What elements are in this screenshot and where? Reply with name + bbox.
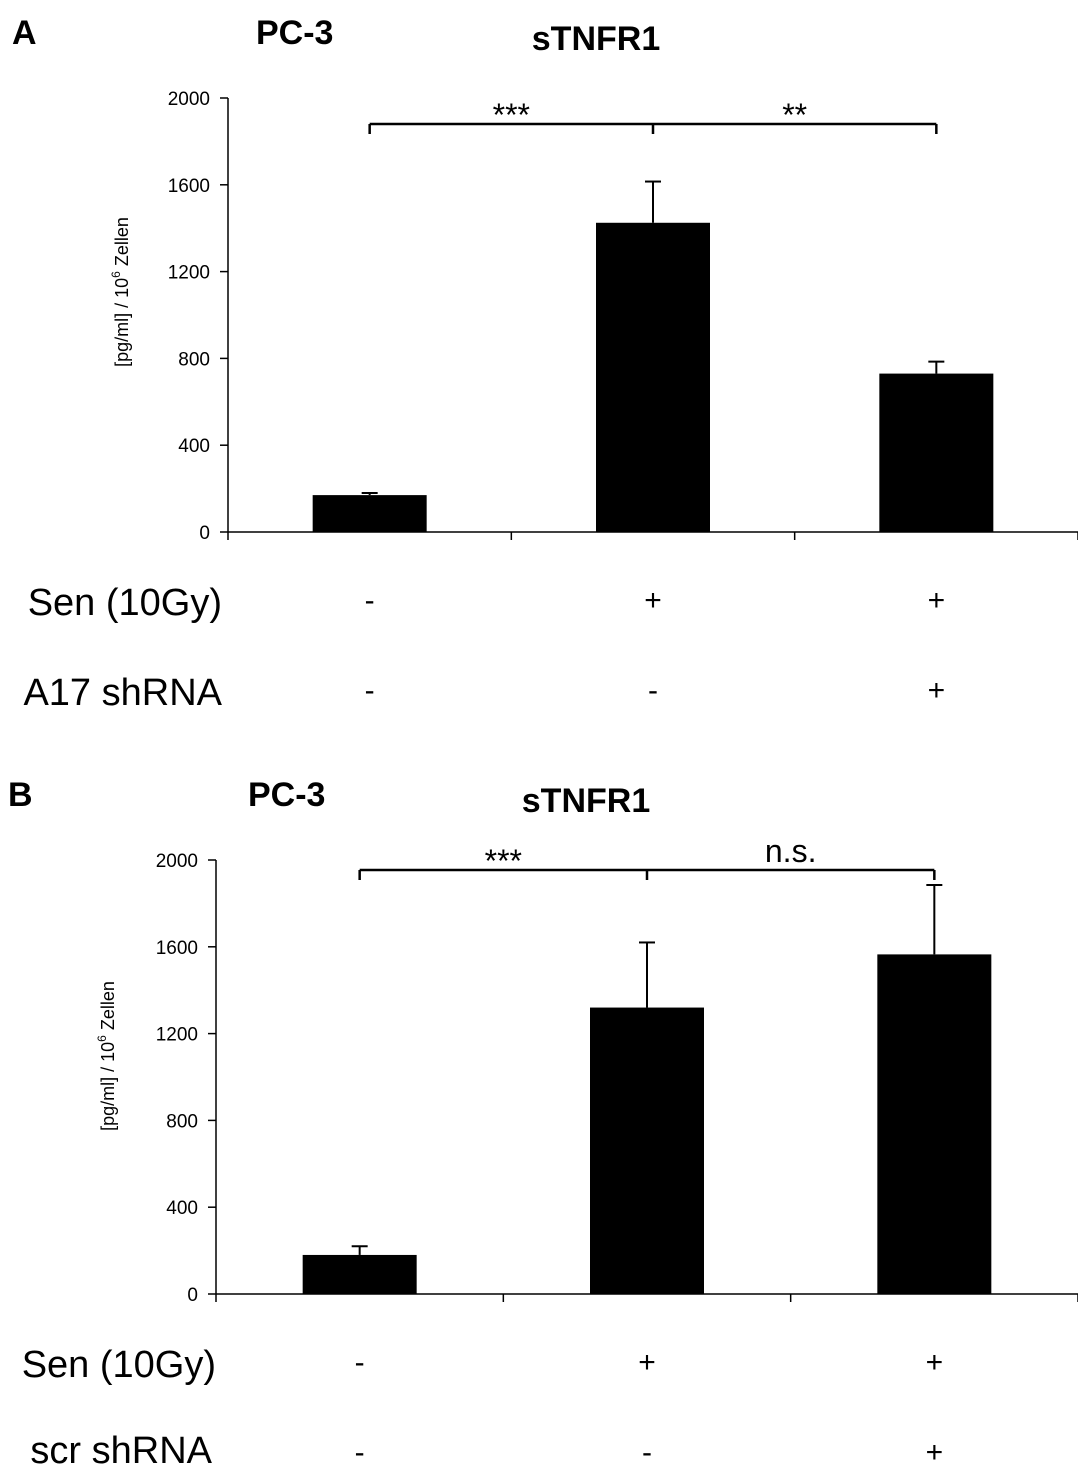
chart-title-b: sTNFR1 xyxy=(522,782,650,820)
bar-a-0 xyxy=(312,495,427,532)
y-tick-label: 0 xyxy=(199,523,210,544)
y-axis-label-main-a: [pg/ml] / 10 xyxy=(112,278,132,367)
condition-label-b-0: Sen (10Gy) xyxy=(22,1344,216,1386)
significance-label: n.s. xyxy=(765,833,817,869)
condition-label-a-0: Sen (10Gy) xyxy=(28,582,222,624)
condition-mark: - xyxy=(365,584,375,617)
condition-mark: - xyxy=(355,1436,365,1469)
condition-mark: - xyxy=(355,1346,365,1379)
y-axis-label-sup-a: 6 xyxy=(109,271,123,278)
panel-letter-a: A xyxy=(12,14,37,52)
y-axis-label-a: [pg/ml] / 106 Zellen xyxy=(109,217,132,367)
y-tick-label: 800 xyxy=(166,1111,198,1132)
significance-label: *** xyxy=(485,843,522,879)
bar-a-2 xyxy=(879,373,994,532)
cell-line-label-a: PC-3 xyxy=(256,14,333,52)
y-tick-label: 2000 xyxy=(156,851,198,872)
y-axis-label-tail-b: Zellen xyxy=(98,981,118,1035)
condition-mark: + xyxy=(928,584,946,617)
condition-marks-b: - + + - - + xyxy=(355,1346,943,1469)
condition-mark: + xyxy=(926,1346,944,1379)
y-tick-label: 400 xyxy=(178,436,210,457)
condition-mark: + xyxy=(926,1436,944,1469)
bar-b-2 xyxy=(877,954,992,1294)
panel-letter-b: B xyxy=(8,776,33,814)
condition-mark: + xyxy=(638,1346,656,1379)
y-axis-label-main-b: [pg/ml] / 10 xyxy=(98,1042,118,1131)
y-tick-label: 2000 xyxy=(168,89,210,110)
significance-label: ** xyxy=(782,97,807,133)
cell-line-label-b: PC-3 xyxy=(248,776,325,814)
y-tick-label: 800 xyxy=(178,349,210,370)
bar-b-1 xyxy=(590,1007,704,1294)
significance-label: *** xyxy=(493,97,530,133)
condition-mark: - xyxy=(648,674,658,707)
y-tick-label: 400 xyxy=(166,1198,198,1219)
y-tick-label: 1600 xyxy=(156,938,198,959)
y-axis-label-tail-a: Zellen xyxy=(112,217,132,271)
bar-chart-b: 0 400 800 1200 1600 2000 *** n.s. xyxy=(156,833,1078,1306)
condition-label-a-1: A17 shRNA xyxy=(23,672,222,714)
y-tick-label: 1200 xyxy=(156,1025,198,1046)
condition-mark: - xyxy=(365,674,375,707)
bar-b-0 xyxy=(302,1254,417,1294)
y-axis-label-sup-b: 6 xyxy=(95,1035,109,1042)
y-tick-label: 1600 xyxy=(168,176,210,197)
y-tick-label: 1200 xyxy=(168,263,210,284)
chart-title-a: sTNFR1 xyxy=(532,20,660,58)
condition-mark: + xyxy=(928,674,946,707)
condition-marks-a: - + + - - + xyxy=(365,584,945,707)
condition-mark: - xyxy=(642,1436,652,1469)
y-axis-label-b: [pg/ml] / 106 Zellen xyxy=(95,981,118,1131)
y-tick-label: 0 xyxy=(187,1285,198,1306)
condition-label-b-1: scr shRNA xyxy=(30,1430,212,1470)
bar-a-1 xyxy=(596,222,710,532)
condition-mark: + xyxy=(644,584,662,617)
